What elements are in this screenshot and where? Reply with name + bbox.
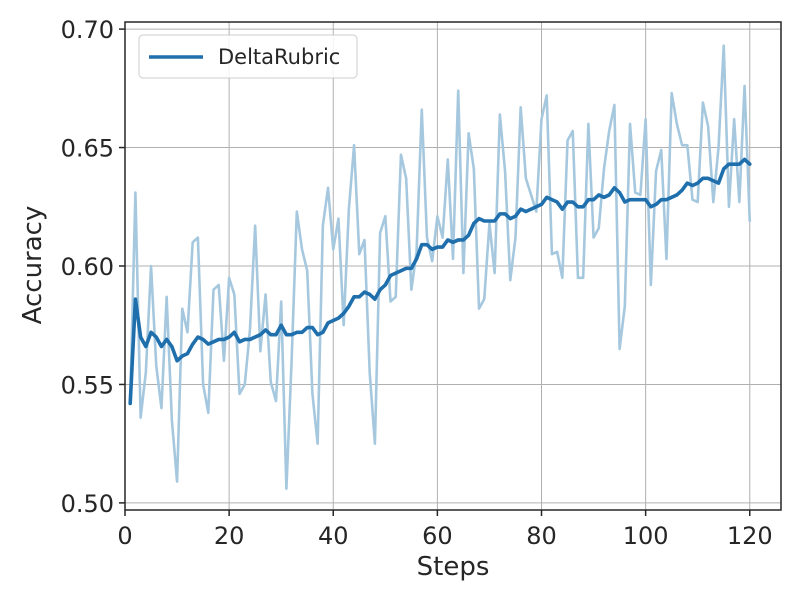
x-tick-label: 60 <box>422 522 453 550</box>
x-axis-label: Steps <box>417 552 490 582</box>
raw-accuracy-line <box>128 44 752 490</box>
x-tick-label: 120 <box>727 522 773 550</box>
y-tick-label: 0.65 <box>61 135 114 163</box>
x-tick-label: 80 <box>526 522 557 550</box>
grid <box>124 22 781 510</box>
y-tick-label: 0.70 <box>61 16 114 44</box>
legend: DeltaRubric <box>138 34 358 79</box>
y-axis-label: Accuracy <box>18 206 48 325</box>
legend-box <box>138 34 358 79</box>
ticks: 0 20 40 60 80 100 120 0.50 0.55 0.60 0.65 0.70 <box>61 16 773 550</box>
x-tick-label: 40 <box>318 522 349 550</box>
y-tick-label: 0.50 <box>61 490 114 518</box>
x-tick-label: 20 <box>214 522 245 550</box>
x-tick-label: 100 <box>623 522 669 550</box>
x-tick-label: 0 <box>117 522 132 550</box>
y-tick-label: 0.55 <box>61 371 114 399</box>
legend-label: DeltaRubric <box>218 45 340 69</box>
deltarubric-smoothed-line <box>128 157 752 406</box>
series <box>128 44 752 490</box>
y-tick-label: 0.60 <box>61 253 114 281</box>
